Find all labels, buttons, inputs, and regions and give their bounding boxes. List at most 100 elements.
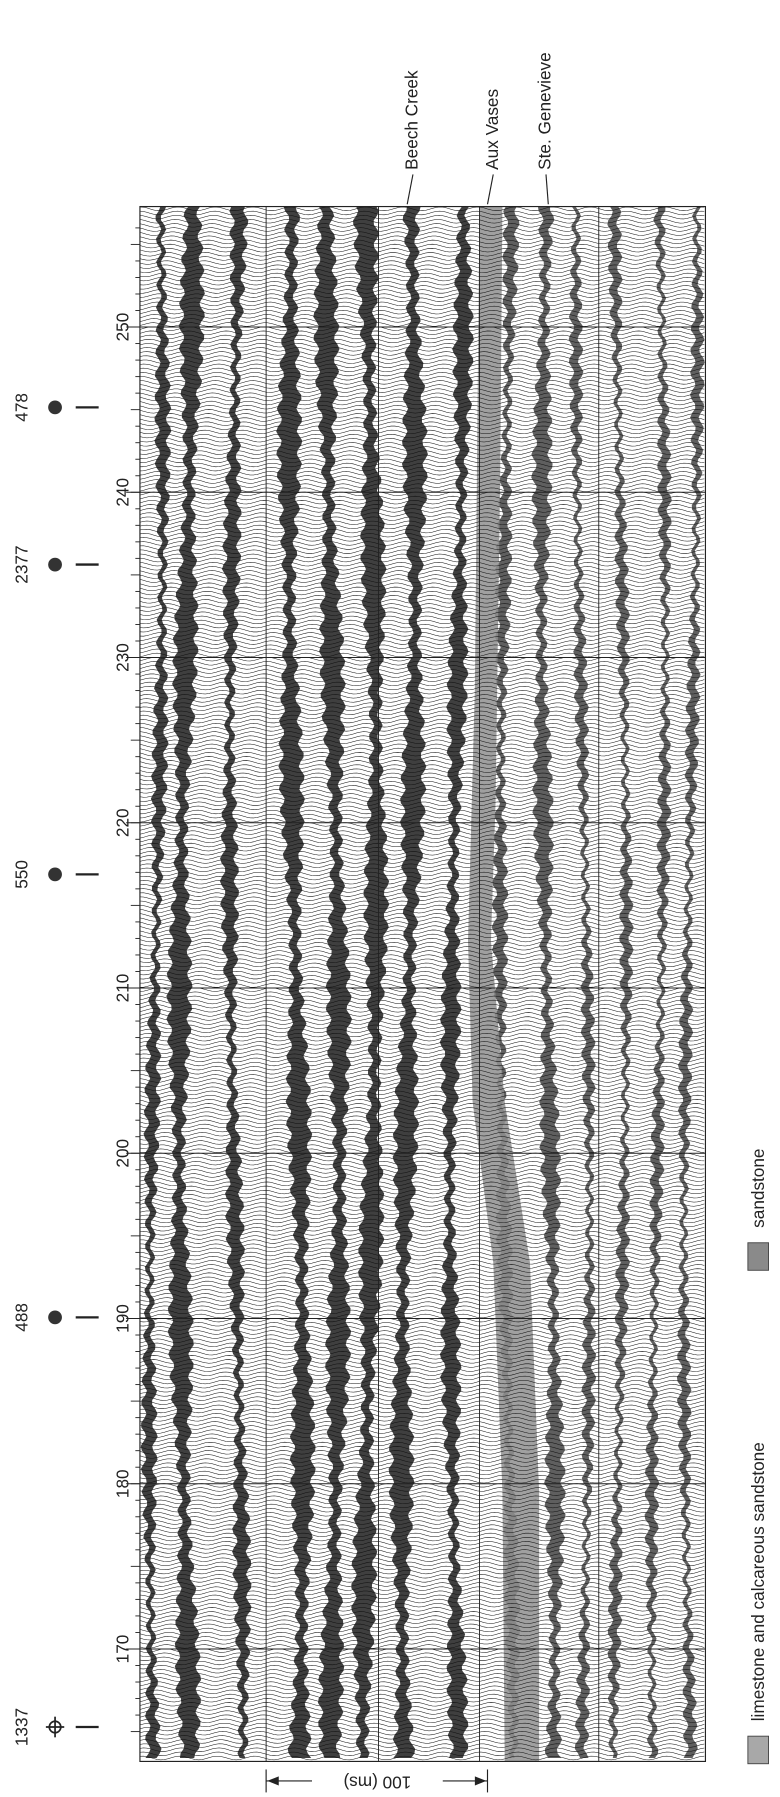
wiggle-trace — [139, 1351, 705, 1356]
wiggle-trace — [139, 855, 705, 860]
wiggle-trace — [139, 1239, 705, 1244]
wiggle-trace — [139, 1227, 705, 1232]
wiggle-trace — [139, 632, 705, 637]
wiggle-trace — [139, 1429, 705, 1434]
wiggle-trace — [139, 1086, 705, 1091]
wiggle-trace — [139, 1747, 705, 1752]
wiggle-trace — [139, 1681, 705, 1686]
wiggle-trace — [139, 562, 705, 567]
well-label: 488 — [11, 1303, 31, 1332]
wiggle-trace — [139, 1375, 705, 1381]
wiggle-trace — [139, 1367, 705, 1372]
wiggle-trace — [139, 566, 705, 571]
wiggle-trace — [139, 537, 705, 542]
wiggle-trace — [139, 1698, 705, 1703]
wiggle-trace — [139, 669, 705, 674]
reflector-band — [439, 206, 474, 1758]
wiggle-trace — [139, 425, 705, 430]
wiggle-trace — [139, 714, 705, 720]
well-label: 550 — [11, 860, 31, 889]
wiggle-trace — [139, 223, 705, 228]
wiggle-trace — [139, 1417, 705, 1422]
wiggle-trace — [139, 1235, 705, 1240]
wiggle-trace — [139, 921, 705, 926]
wiggle-trace — [139, 1140, 705, 1145]
wiggle-trace — [139, 330, 705, 335]
wiggle-trace — [139, 793, 705, 798]
wiggle-trace — [139, 1545, 705, 1550]
wiggle-trace — [139, 648, 705, 653]
wiggle-trace — [139, 318, 705, 323]
wiggle-trace — [139, 215, 705, 220]
wiggle-trace — [139, 528, 705, 534]
wiggle-trace — [139, 1194, 705, 1199]
wiggle-trace — [139, 1433, 705, 1438]
wiggle-trace — [139, 1371, 705, 1376]
wiggle-trace — [139, 768, 705, 773]
wiggle-trace — [139, 512, 705, 517]
wiggle-trace — [139, 462, 705, 468]
wiggle-trace — [139, 1702, 705, 1707]
wiggle-trace — [139, 962, 705, 967]
wiggle-trace — [139, 442, 705, 447]
wiggle-trace — [139, 1706, 705, 1711]
wiggle-trace — [139, 252, 705, 257]
wiggle-trace — [139, 1603, 705, 1608]
wiggle-trace — [139, 698, 705, 703]
well-label: 478 — [11, 393, 31, 422]
trace-tick-label: 220 — [112, 808, 132, 837]
wiggle-trace — [139, 1256, 705, 1261]
wiggle-trace — [139, 958, 705, 963]
wiggle-trace — [139, 1396, 705, 1401]
wiggle-trace — [139, 1755, 705, 1761]
wiggle-trace — [139, 1136, 705, 1141]
wiggle-trace — [139, 942, 705, 947]
wiggle-trace — [139, 1185, 705, 1190]
wiggle-trace — [139, 231, 705, 236]
wiggle-trace — [139, 1264, 705, 1269]
wiggle-trace — [139, 1099, 705, 1104]
wiggle-trace — [139, 433, 705, 439]
wiggle-trace — [139, 1334, 705, 1339]
wiggle-trace — [139, 310, 705, 315]
legend-label: sandstone — [748, 1148, 768, 1227]
wiggle-trace — [139, 979, 705, 984]
wiggle-trace — [139, 413, 705, 418]
wiggle-trace — [139, 983, 705, 988]
trace-tick-label: 190 — [112, 1304, 132, 1333]
wiggle-trace — [139, 301, 705, 306]
wiggle-trace — [139, 1388, 705, 1393]
wiggle-trace — [139, 1016, 705, 1021]
wiggle-trace — [139, 1189, 705, 1195]
wiggle-trace — [139, 900, 705, 905]
wiggle-trace — [139, 809, 705, 815]
wiggle-trace — [139, 1392, 705, 1397]
wiggle-trace — [139, 1586, 705, 1591]
wiggle-trace — [139, 723, 705, 728]
wiggle-trace — [139, 1677, 705, 1682]
wiggle-trace — [139, 1057, 705, 1062]
wiggle-trace — [139, 268, 705, 273]
wiggle-trace — [139, 1181, 705, 1186]
wiggle-trace — [139, 1119, 705, 1124]
wiggle-trace — [139, 1363, 705, 1368]
wiggle-trace — [139, 322, 705, 327]
wiggle-trace — [139, 520, 705, 525]
wiggle-trace — [139, 814, 705, 819]
wiggle-trace — [139, 975, 705, 980]
wiggle-trace — [139, 1491, 705, 1496]
wiggle-trace — [139, 210, 705, 216]
wiggle-trace — [139, 264, 705, 269]
wiggle-trace — [139, 1346, 705, 1352]
wiggle-trace — [139, 400, 705, 406]
wiggle-trace — [139, 694, 705, 699]
wiggle-trace — [139, 450, 705, 455]
wiggle-trace — [139, 739, 705, 744]
reflector-band — [607, 206, 634, 1758]
wiggle-trace — [139, 524, 705, 530]
wiggle-trace — [139, 1739, 705, 1744]
wiggle-trace — [139, 1441, 705, 1447]
wiggle-trace — [139, 1231, 705, 1236]
wiggle-trace — [139, 1074, 705, 1079]
